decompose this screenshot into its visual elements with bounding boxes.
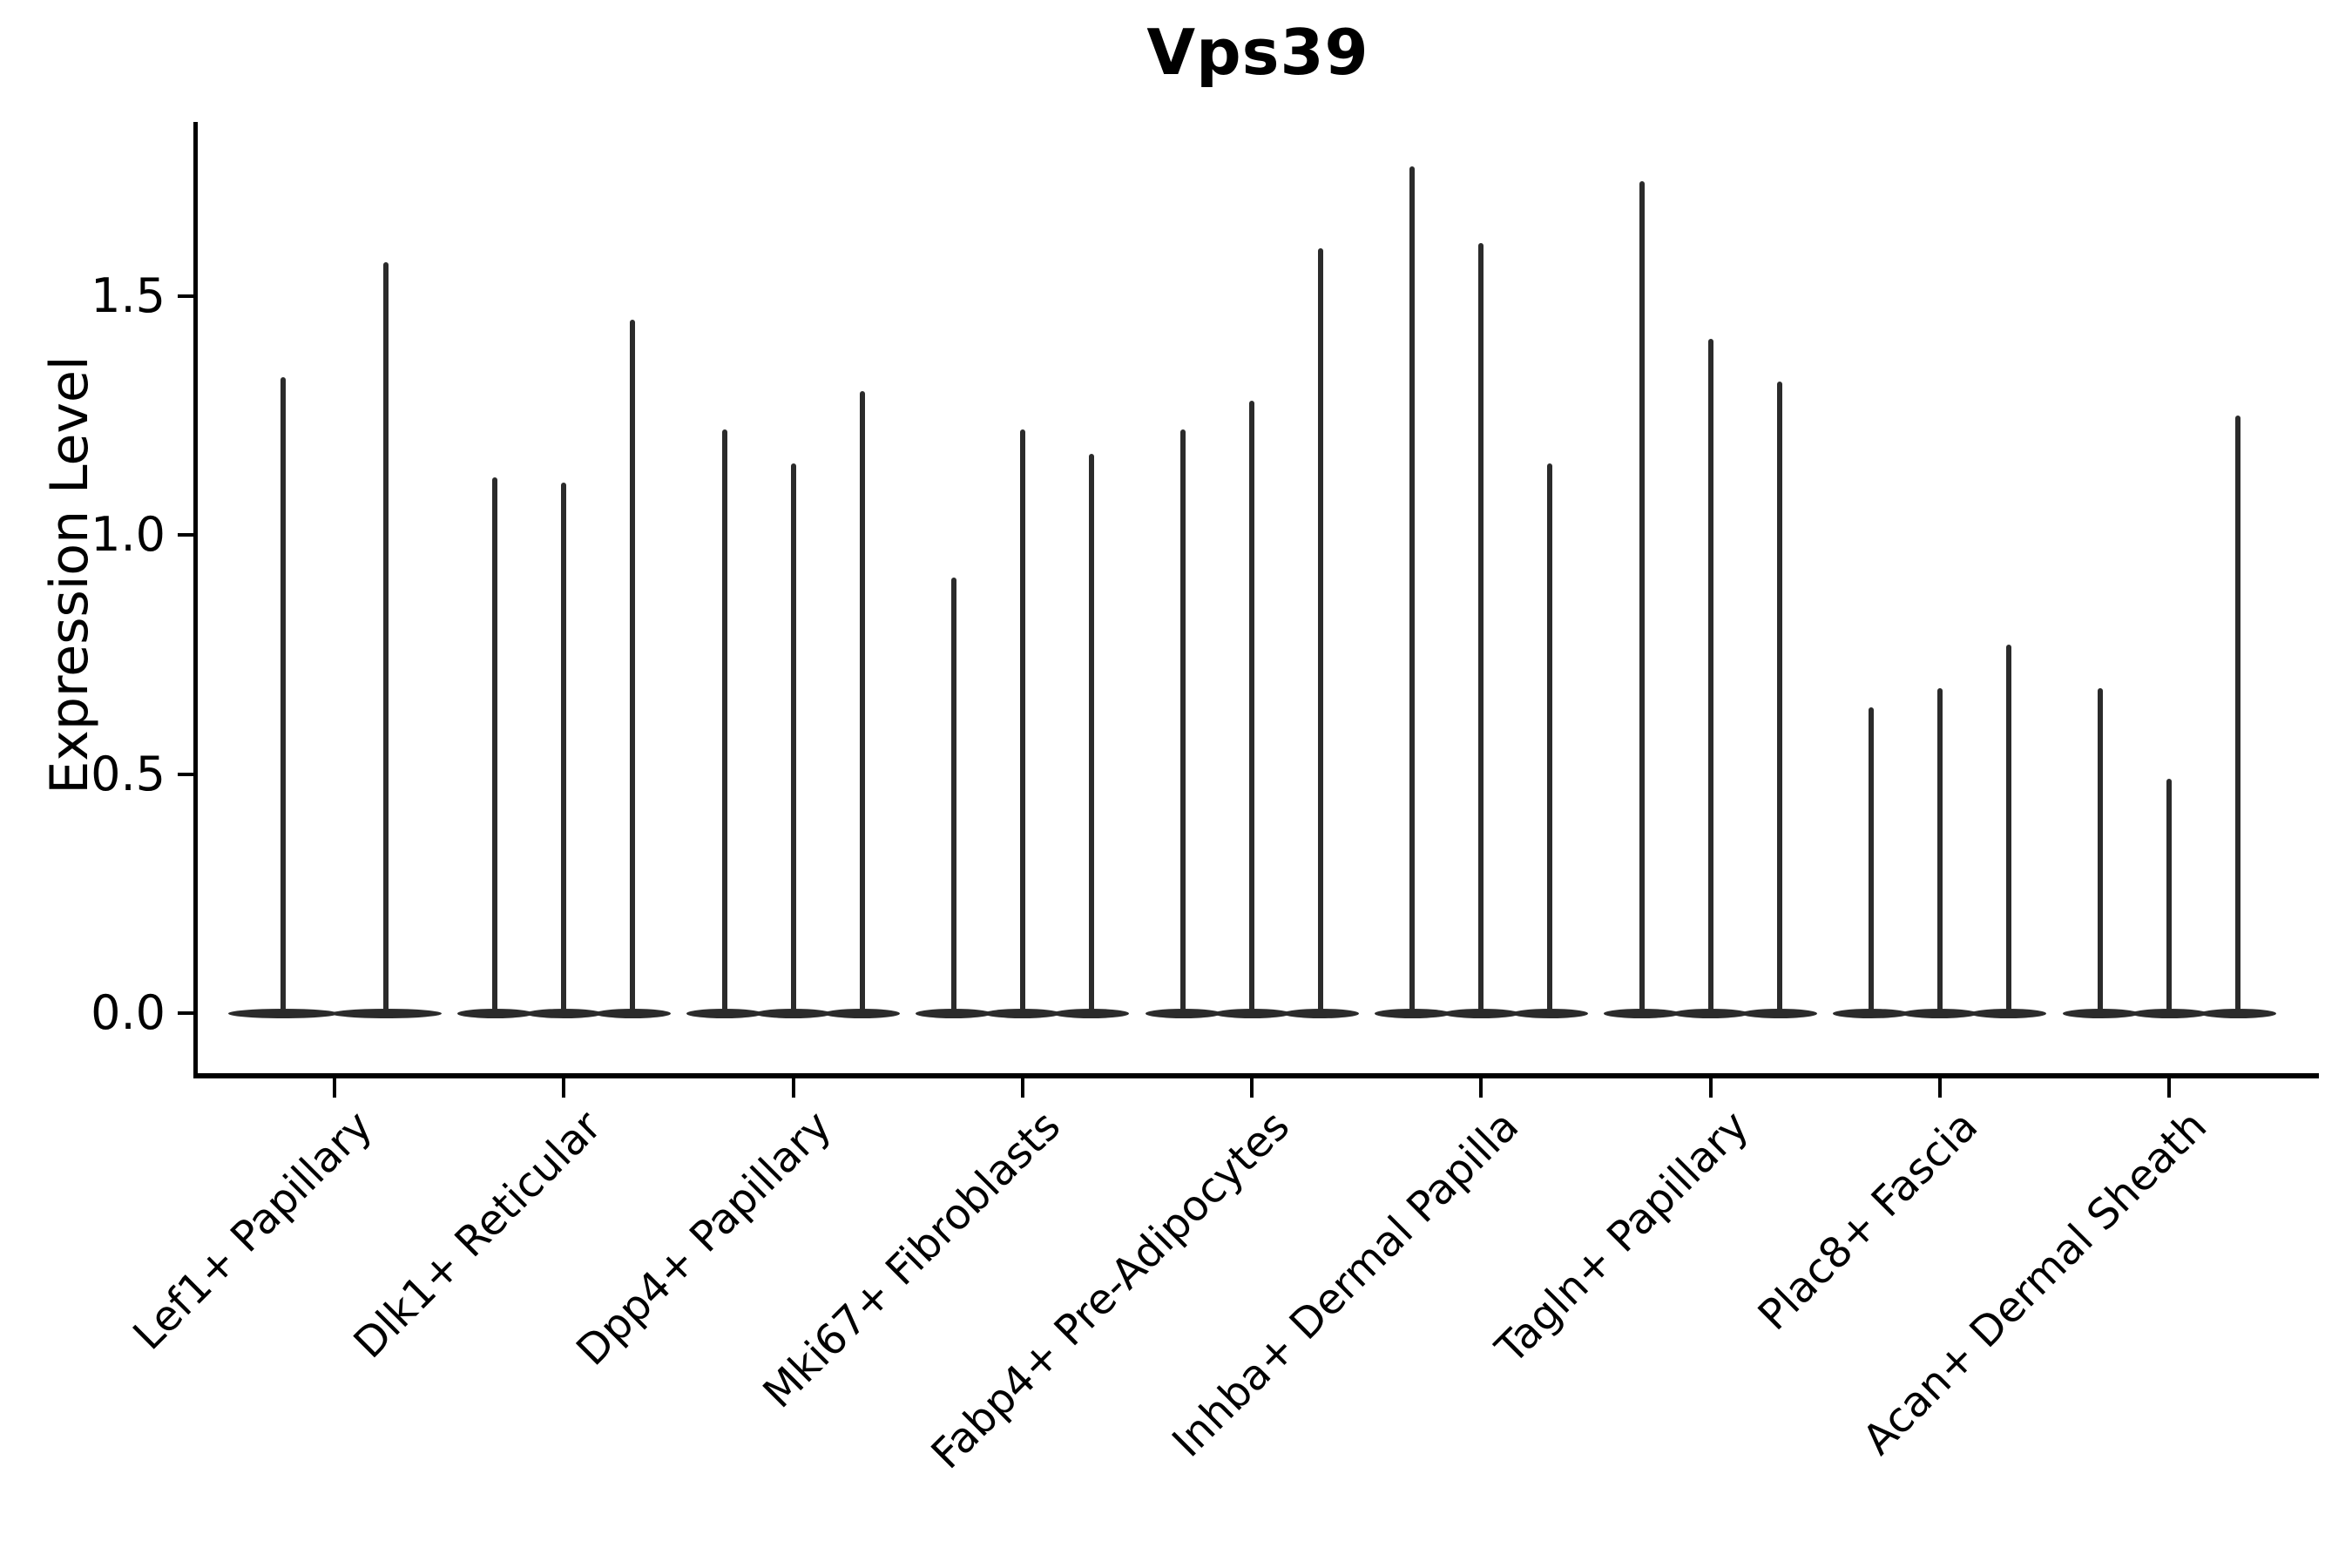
- x-tick-mark: [1020, 1078, 1024, 1098]
- violin-spike: [859, 391, 865, 1015]
- violin-spike: [950, 578, 956, 1015]
- x-tick-mark: [1937, 1078, 1942, 1098]
- violin-spike: [1088, 453, 1094, 1015]
- y-tick-label: 0.5: [91, 746, 166, 801]
- y-tick-label: 1.5: [91, 267, 166, 323]
- violin-spike: [721, 429, 727, 1015]
- x-tick-mark: [1708, 1078, 1713, 1098]
- x-tick-mark: [1250, 1078, 1254, 1098]
- x-axis-spine: [193, 1073, 2319, 1078]
- violin-spike: [1639, 180, 1645, 1015]
- y-axis-spine: [193, 122, 198, 1078]
- violin-spike: [1776, 382, 1782, 1015]
- y-tick-mark: [178, 294, 197, 298]
- violin-spike: [1318, 247, 1323, 1015]
- violin-spike: [2166, 778, 2172, 1015]
- violin-spike: [1936, 687, 1943, 1015]
- y-tick-label: 1.0: [91, 507, 166, 562]
- y-axis-label: Expression Level: [39, 355, 100, 794]
- y-tick-label: 0.0: [91, 985, 166, 1040]
- violin-spike: [1409, 166, 1416, 1015]
- violin-spike: [790, 463, 796, 1015]
- violin-spike: [2005, 645, 2011, 1015]
- violin-spike: [280, 376, 286, 1015]
- violin-spike: [1249, 401, 1254, 1015]
- violin-spike: [1478, 243, 1484, 1015]
- violin-spike: [1019, 429, 1025, 1015]
- y-tick-mark: [178, 772, 197, 776]
- violin-spike: [1868, 706, 1874, 1015]
- plot-title: Vps39: [1146, 16, 1369, 89]
- violin-spike: [630, 319, 636, 1015]
- violin-spike: [561, 482, 567, 1015]
- violin-spike: [492, 477, 498, 1015]
- x-tick-mark: [562, 1078, 566, 1098]
- x-tick-mark: [333, 1078, 336, 1098]
- violin-spike: [1180, 429, 1186, 1015]
- violin-spike: [383, 262, 389, 1015]
- x-tick-mark: [791, 1078, 795, 1098]
- violin-spike: [2098, 687, 2103, 1015]
- y-tick-mark: [178, 1011, 197, 1015]
- violin-spike: [1707, 338, 1713, 1015]
- violin-spike: [2235, 415, 2240, 1015]
- x-tick-mark: [1479, 1078, 1484, 1098]
- x-tick-mark: [2167, 1078, 2171, 1098]
- violin-spike: [1547, 463, 1553, 1015]
- y-tick-mark: [178, 533, 197, 537]
